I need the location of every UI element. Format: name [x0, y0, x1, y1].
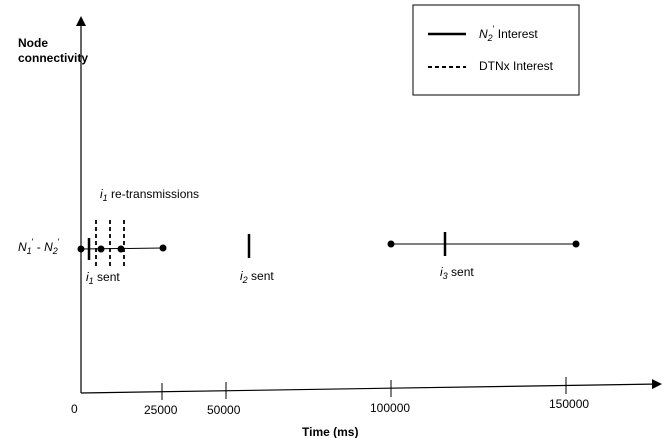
point: [97, 245, 105, 253]
y-axis-label-line1: Node: [18, 36, 48, 50]
i3-sent-label: i3 sent: [440, 265, 474, 281]
point: [159, 244, 167, 252]
i2-sent-label: i2 sent: [240, 269, 274, 285]
point: [572, 240, 580, 248]
connectivity-period-2: [387, 232, 580, 256]
point: [77, 245, 85, 253]
x-axis-label: Time (ms): [302, 425, 358, 438]
tick-label-150000: 150000: [549, 397, 589, 411]
legend-dtnx-interest-label: DTNx Interest: [479, 59, 554, 73]
legend-n2-interest-label: N2' Interest: [479, 24, 538, 43]
legend-box: [412, 4, 580, 96]
connectivity-period-1: [77, 220, 167, 268]
point: [117, 245, 125, 253]
tick-label-100000: 100000: [370, 401, 410, 415]
point: [387, 240, 395, 248]
tick-label-25000: 25000: [144, 403, 178, 417]
x-axis: [80, 379, 662, 394]
tick-label-50000: 50000: [207, 403, 241, 417]
tick-label-0: 0: [71, 402, 78, 416]
legend: N2' Interest DTNx Interest: [412, 4, 580, 96]
y-axis-label-line2: connectivity: [18, 51, 88, 65]
x-ticks: 0 25000 50000 100000 150000: [71, 377, 589, 417]
i1-sent-label: i1 sent: [86, 270, 120, 286]
retransmissions-label: i1 re-transmissions: [100, 187, 199, 203]
row-label: N1' - N2': [18, 237, 60, 256]
